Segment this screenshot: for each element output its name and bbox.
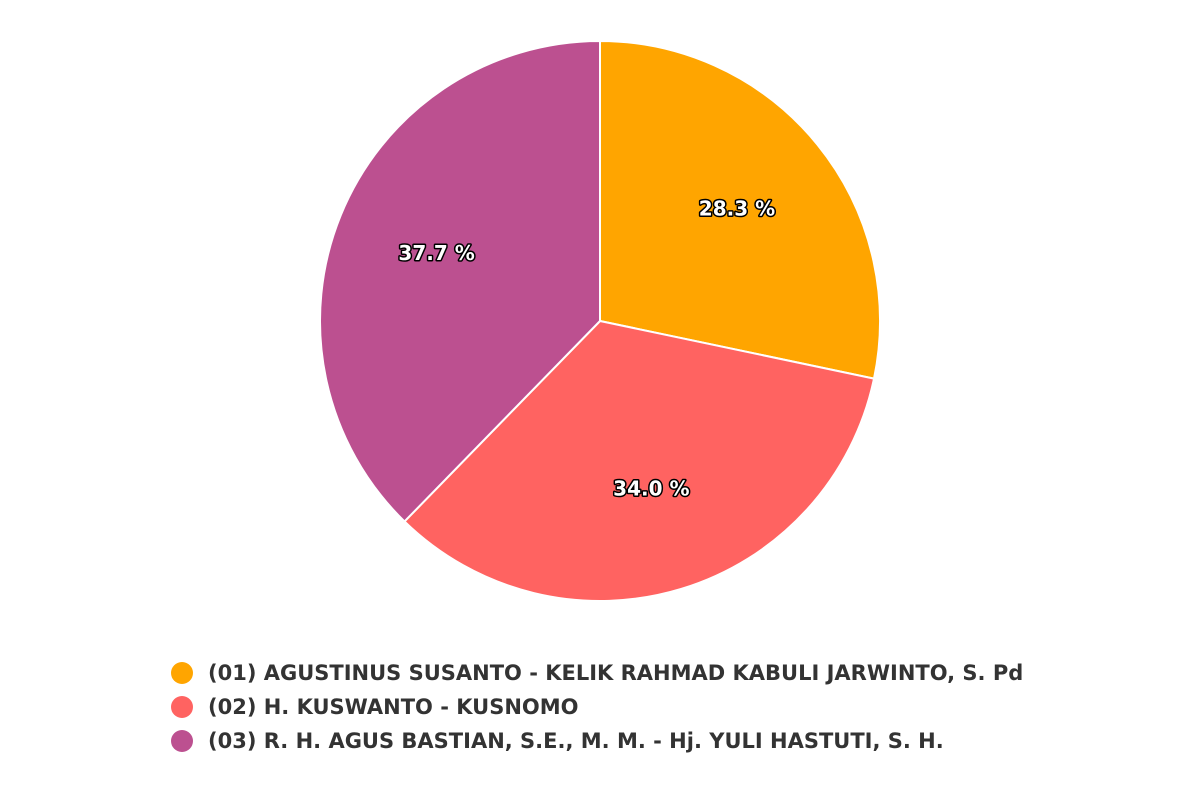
legend-marker — [171, 730, 193, 752]
data-label: 37.7 % — [398, 241, 474, 265]
data-label: 28.3 % — [699, 196, 775, 220]
pie-slice — [403, 319, 876, 602]
pie-slice — [599, 39, 881, 380]
legend-marker — [171, 696, 193, 718]
legend-label: (01) AGUSTINUS SUSANTO - KELIK RAHMAD KA… — [208, 661, 1023, 685]
legend-label: (03) R. H. AGUS BASTIAN, S.E., M. M. - H… — [208, 729, 944, 753]
data-label: 34.0 % — [613, 476, 689, 500]
legend-marker — [171, 662, 193, 684]
legend-label: (02) H. KUSWANTO - KUSNOMO — [208, 695, 579, 719]
pie-slice — [319, 39, 601, 523]
